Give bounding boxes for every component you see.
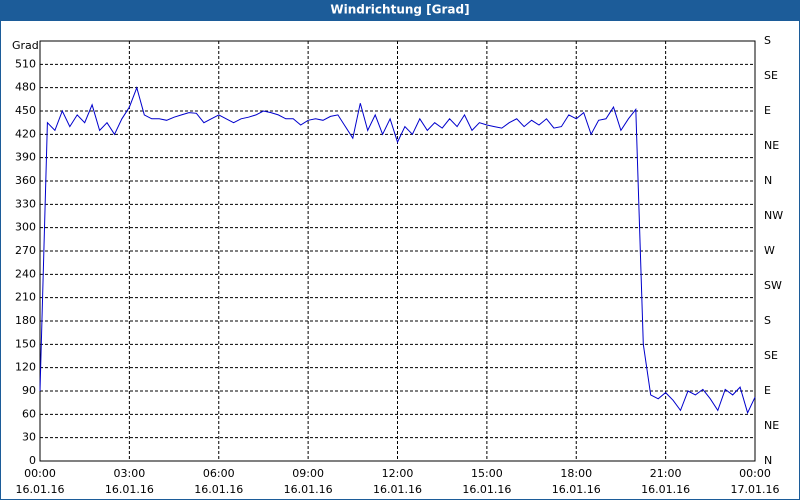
y2-tick-label: SW	[764, 279, 782, 292]
y2-tick-label: NW	[764, 209, 783, 222]
y2-tick-label: NE	[764, 139, 779, 152]
x-tick-label: 00:00	[24, 467, 56, 480]
x-tick-label: 03:00	[114, 467, 146, 480]
y-tick-label: 180	[15, 314, 36, 327]
y2-tick-label: SE	[764, 69, 778, 82]
x-tick-date: 16.01.16	[284, 483, 333, 496]
y-tick-label: 120	[15, 361, 36, 374]
title-bar	[0, 0, 800, 20]
x-tick-date: 16.01.16	[373, 483, 422, 496]
y-tick-label: 420	[15, 127, 36, 140]
y2-tick-label: NE	[764, 419, 779, 432]
y-tick-label: 90	[22, 384, 36, 397]
x-tick-date: 16.01.16	[105, 483, 154, 496]
y-tick-label: 390	[15, 151, 36, 164]
y-tick-label: 150	[15, 337, 36, 350]
y2-tick-label: E	[764, 384, 771, 397]
x-tick-label: 18:00	[560, 467, 592, 480]
x-tick-label: 12:00	[382, 467, 414, 480]
y-tick-label: 360	[15, 174, 36, 187]
x-tick-date: 16.01.16	[641, 483, 690, 496]
y2-tick-label: SE	[764, 349, 778, 362]
x-tick-label: 15:00	[471, 467, 503, 480]
y2-tick-label: N	[764, 454, 772, 467]
y-tick-label: 510	[15, 57, 36, 70]
x-tick-date: 16.01.16	[194, 483, 243, 496]
y-tick-label: 0	[29, 454, 36, 467]
x-tick-date: 16.01.16	[16, 483, 65, 496]
x-tick-date: 16.01.16	[462, 483, 511, 496]
y-tick-label: 210	[15, 291, 36, 304]
x-tick-label: 06:00	[203, 467, 235, 480]
y2-tick-label: W	[764, 244, 775, 257]
y2-tick-label: N	[764, 174, 772, 187]
y2-tick-label: S	[764, 34, 771, 47]
x-tick-date: 16.01.16	[552, 483, 601, 496]
y-tick-label: 300	[15, 221, 36, 234]
x-tick-label: 21:00	[650, 467, 682, 480]
x-tick-label: 00:00	[739, 467, 771, 480]
y-axis-label: Grad	[12, 39, 39, 52]
y-tick-label: 270	[15, 244, 36, 257]
chart-title: Windrichtung [Grad]	[330, 3, 469, 17]
y-tick-label: 240	[15, 267, 36, 280]
y-tick-label: 450	[15, 104, 36, 117]
y2-tick-label: E	[764, 104, 771, 117]
y2-tick-label: S	[764, 314, 771, 327]
y-tick-label: 330	[15, 197, 36, 210]
data-line	[39, 86, 756, 415]
y-tick-label: 60	[22, 407, 36, 420]
x-tick-date: 17.01.16	[731, 483, 780, 496]
y-tick-label: 30	[22, 431, 36, 444]
y-tick-label: 480	[15, 81, 36, 94]
plot-border	[39, 40, 756, 462]
x-tick-label: 09:00	[292, 467, 324, 480]
